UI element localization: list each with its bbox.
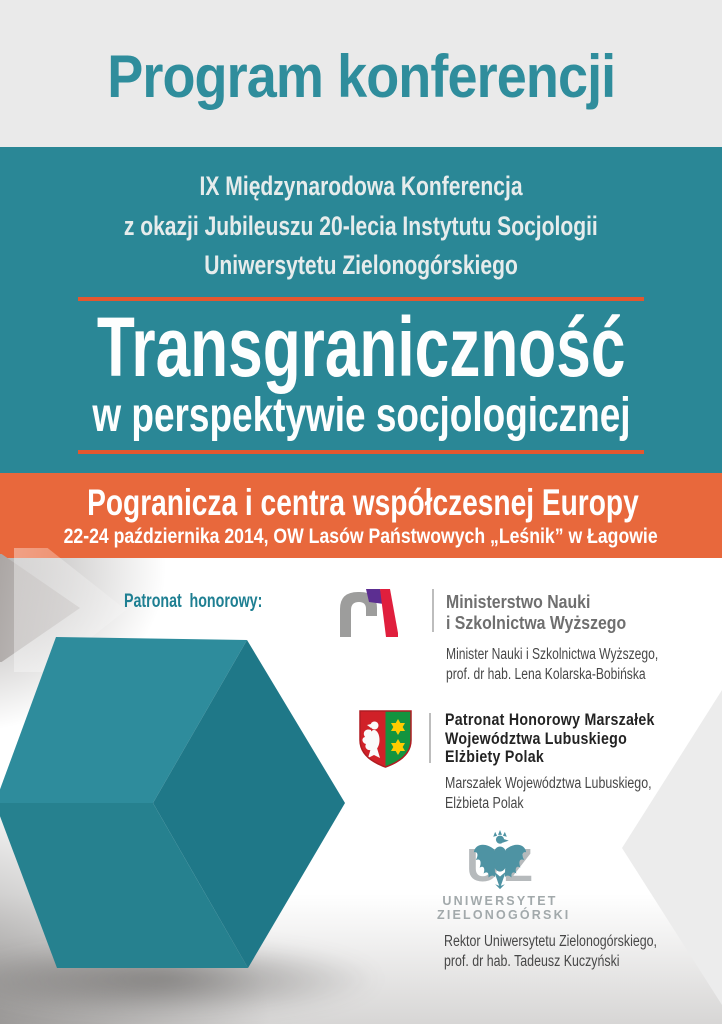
uz-wordmark-line: ZIELONOGÓRSKI [437,908,571,922]
logo-divider [429,713,431,763]
org-line: i Szkolnictwa Wyższego [446,612,627,633]
uz-logo-icon: UZ [437,829,571,922]
uz-wordmark-line: UNIWERSYTET [442,894,558,908]
cube-graphic [0,637,345,968]
org-line: Województwa Lubuskiego [445,729,628,748]
person-line: Elżbieta Polak [445,795,524,812]
org-line: Patronat Honorowy Marszałek [445,711,655,729]
patron-org-name: Patronat Honorowy Marszałek Województwa … [445,711,655,767]
conference-subtitle: w perspektywie socjologicznej [91,388,631,442]
org-line: Ministerstwo Nauki [446,592,591,612]
person-line: Minister Nauki i Szkolnictwa Wyższego, [446,646,659,663]
conference-main-title: Transgraniczność [96,299,626,394]
person-line: Rektor Uniwersytetu Zielonogórskiego, [444,933,657,950]
patron-person: Minister Nauki i Szkolnictwa Wyższego, p… [446,645,658,684]
poster-header: Program konferencji [0,0,722,147]
person-line: prof. dr hab. Tadeusz Kuczyński [444,953,620,970]
person-line: Marszałek Województwa Lubuskiego, [445,775,652,792]
banner-line-1: IX Międzynarodowa Konferencja [199,171,523,201]
patron-person: Rektor Uniwersytetu Zielonogórskiego, pr… [444,932,657,972]
theme-title: Pogranicza i centra współczesnej Europy [87,482,639,523]
theme-banner: Pogranicza i centra współczesnej Europy … [0,473,722,558]
person-line: prof. dr hab. Lena Kolarska-Bobińska [446,665,646,683]
gold-stars-icon [391,719,405,755]
banner-line-2: z okazji Jubileuszu 20-lecia Instytutu S… [124,210,598,241]
white-eagle-icon [362,721,380,758]
patronage-section: Patronat honorowy: Ministerstwo Nauki i … [0,548,722,1024]
conference-subheading: IX Międzynarodowa Konferencja z okazji J… [0,147,722,286]
patron-org-name: Ministerstwo Nauki i Szkolnictwa Wyższeg… [446,592,626,633]
theme-date-location: 22-24 października 2014, OW Lasów Państw… [63,525,659,548]
lubuskie-coat-of-arms-icon [359,710,412,768]
patron-person: Marszałek Województwa Lubuskiego, Elżbie… [445,774,652,814]
patronage-label: Patronat honorowy: [124,591,263,612]
banner-line-3: Uniwersytetu Zielonogórskiego [204,250,518,280]
ministry-logo-icon [340,589,398,637]
bottom-rule [78,449,644,454]
uz-eagle-icon [473,829,527,890]
org-line: Elżbiety Polak [445,748,545,766]
page-title: Program konferencji [106,43,616,110]
conference-banner: IX Międzynarodowa Konferencja z okazji J… [0,147,722,473]
top-rule [78,296,644,301]
logo-divider [432,589,434,632]
